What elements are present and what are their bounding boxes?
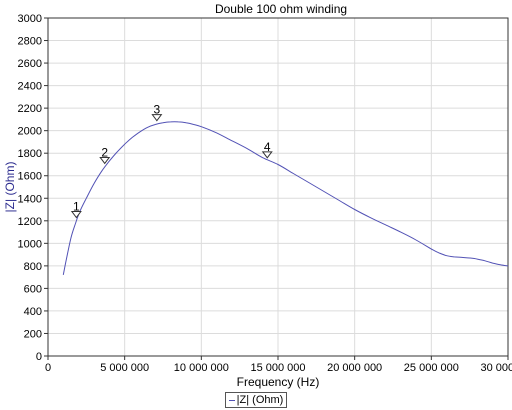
x-tick-label: 30 000 000 — [480, 362, 512, 374]
series-line-impedance — [62, 121, 509, 275]
marker-2-triangle-icon — [99, 156, 111, 165]
x-tick-label: 5 000 000 — [100, 362, 149, 374]
y-axis-label: |Z| (Ohm) — [3, 162, 17, 213]
y-tick-label: 2200 — [18, 103, 42, 115]
y-tick-label: 2000 — [18, 126, 42, 138]
y-tick-label: 1800 — [18, 148, 42, 160]
grid — [47, 17, 509, 357]
x-tick-label: 20 000 000 — [327, 362, 382, 374]
marker-label: 2 — [101, 145, 108, 159]
chart-title: Double 100 ohm winding — [215, 2, 347, 16]
x-tick-label: 0 — [45, 362, 51, 374]
y-tick-label: 2600 — [18, 58, 42, 70]
x-axis: 0 5 000 000 10 000 000 15 000 000 20 000 000… — [45, 356, 512, 374]
y-tick-label: 2400 — [18, 81, 42, 93]
markers: 1 2 3 4 — [70, 103, 273, 219]
x-tick-label: 15 000 000 — [250, 362, 305, 374]
y-tick-label: 1000 — [18, 238, 42, 250]
y-tick-label: 3000 — [18, 13, 42, 25]
legend-swatch — [228, 399, 235, 401]
marker-3-triangle-icon — [151, 114, 163, 122]
y-axis: 0 200 400 600 800 1000 1200 1400 1600 1800 2000 220… — [18, 13, 48, 363]
legend-label: |Z| (Ohm) — [236, 394, 284, 406]
marker-4-triangle-icon — [261, 151, 273, 159]
x-tick-label: 10 000 000 — [174, 362, 229, 374]
y-tick-label: 1400 — [18, 193, 42, 205]
marker-label: 1 — [73, 200, 80, 214]
y-tick-label: 0 — [36, 351, 42, 363]
y-tick-label: 800 — [24, 261, 42, 273]
y-tick-label: 2800 — [18, 36, 42, 48]
marker-label: 4 — [264, 140, 271, 154]
x-axis-label: Frequency (Hz) — [237, 375, 320, 389]
y-tick-label: 1600 — [18, 171, 42, 183]
x-tick-label: 25 000 000 — [404, 362, 459, 374]
y-tick-label: 600 — [24, 283, 42, 295]
y-tick-label: 400 — [24, 306, 42, 318]
legend: |Z| (Ohm) — [225, 392, 287, 408]
marker-label: 3 — [154, 103, 161, 117]
y-tick-label: 200 — [24, 328, 42, 340]
marker-1-triangle-icon — [70, 211, 82, 219]
y-tick-label: 1200 — [18, 216, 42, 228]
